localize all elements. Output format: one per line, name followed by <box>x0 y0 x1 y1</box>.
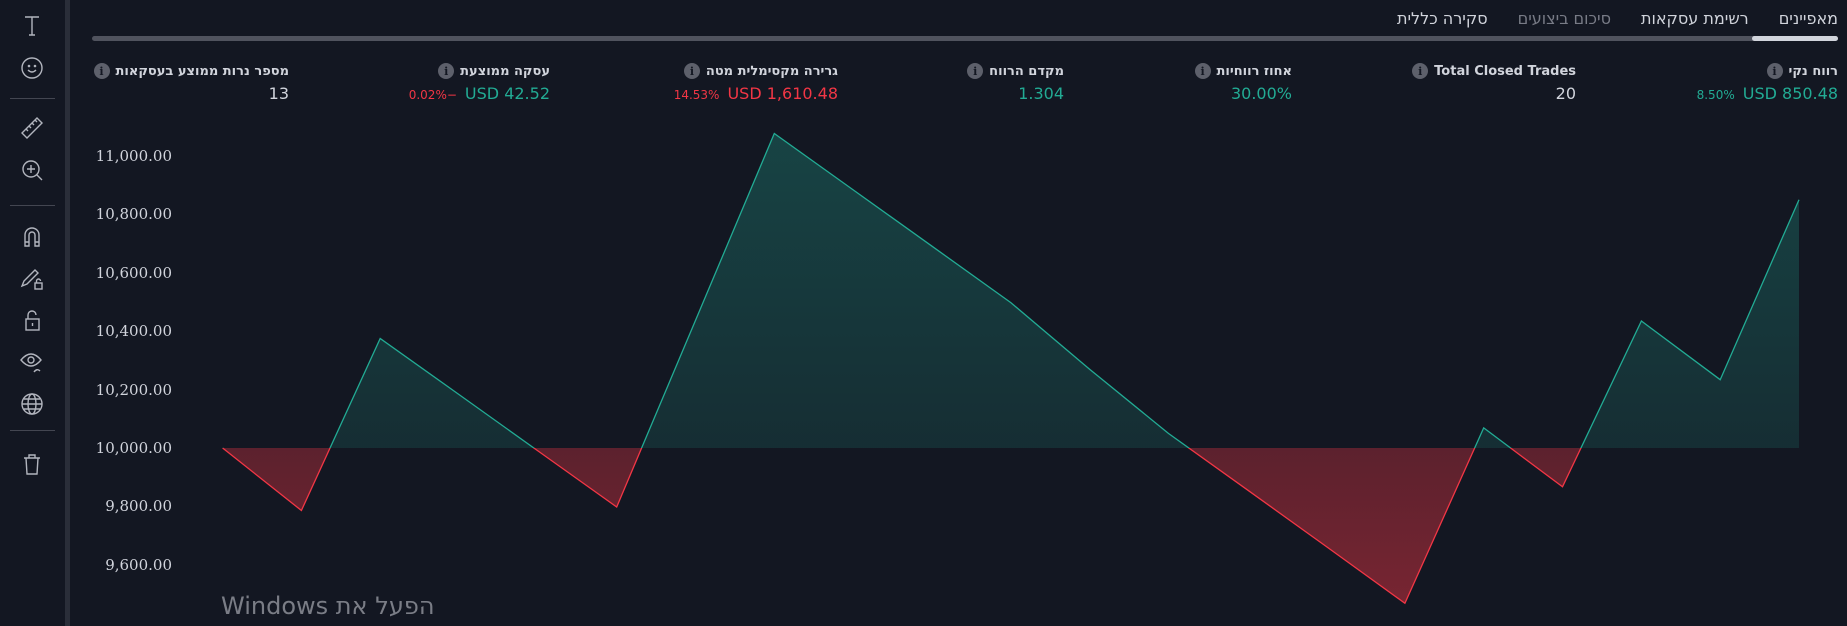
stat-label: עסקה ממוצעת <box>460 63 550 79</box>
tab-trades-list[interactable]: רשימת עסקאות <box>1640 9 1749 28</box>
tab-indicator-bar <box>92 36 1838 41</box>
stat-label: גרירה מקסימלית מטה <box>705 63 838 79</box>
drawing-toolbar <box>0 0 65 626</box>
ruler-icon <box>21 117 43 139</box>
eye-tool-button[interactable] <box>14 344 50 380</box>
y-tick-label: 10,600.00 <box>95 263 172 282</box>
info-icon[interactable]: i <box>683 63 700 79</box>
trash-icon <box>24 454 40 475</box>
zoom-in-icon <box>22 160 43 181</box>
y-tick-label: 9,600.00 <box>105 555 172 574</box>
windows-activation-watermark: הפעל את Windows <box>221 592 435 620</box>
info-icon[interactable]: i <box>438 63 455 79</box>
zoom-in-tool-button[interactable] <box>14 152 50 188</box>
toolbar-splitter[interactable] <box>65 0 70 626</box>
text-icon <box>25 16 39 36</box>
tab-properties[interactable]: מאפיינים <box>1778 9 1838 28</box>
stat-item: מקדם הרווח i 1.304 <box>967 61 1064 103</box>
stat-item: Total Closed Trades i 20 <box>1412 61 1576 103</box>
stat-value: 850.48 USD <box>1742 84 1838 103</box>
info-icon[interactable]: i <box>1194 63 1211 79</box>
info-icon[interactable]: i <box>1766 63 1783 79</box>
positive-area <box>222 133 1799 448</box>
y-tick-label: 10,200.00 <box>95 380 172 399</box>
stat-value: 20 <box>1555 84 1576 103</box>
ruler-tool-button[interactable] <box>14 110 50 146</box>
toolbar-divider <box>10 98 55 99</box>
toolbar-divider <box>10 430 55 431</box>
info-icon[interactable]: i <box>967 63 984 79</box>
stat-value: 1,610.48 USD <box>727 84 838 103</box>
emoji-tool-button[interactable] <box>14 50 50 86</box>
stat-label: Total Closed Trades <box>1434 63 1576 79</box>
negative-area <box>222 448 1799 604</box>
stat-value: 1.304 <box>1018 84 1064 103</box>
magnet-tool-button[interactable] <box>14 218 50 254</box>
globe-tool-button[interactable] <box>14 386 50 422</box>
lock-drawing-icon <box>20 269 43 290</box>
equity-line-positive <box>222 132 1800 448</box>
tab-strip: סקירה כללית סיכום ביצועים רשימת עסקאות מ… <box>1397 4 1838 34</box>
tab-overview[interactable]: סקירה כללית <box>1396 9 1488 28</box>
toolbar-divider <box>10 205 55 206</box>
magnet-icon <box>24 227 40 247</box>
info-icon[interactable]: i <box>1412 63 1429 79</box>
stat-label: מקדם הרווח <box>989 63 1064 79</box>
active-tab-indicator <box>1752 36 1838 41</box>
y-tick-label: 10,800.00 <box>95 205 172 224</box>
stat-label: אחוז רווחיות <box>1216 63 1292 79</box>
stat-label: מספר נרות ממוצע בעסקאות <box>115 63 289 79</box>
text-tool-button[interactable] <box>14 8 50 44</box>
stat-percent: −0.02% <box>408 88 457 102</box>
stat-value: 30.00% <box>1230 84 1292 103</box>
stat-label: רווח נקי <box>1788 63 1839 79</box>
info-icon[interactable]: i <box>93 63 110 79</box>
unlock-icon <box>25 310 40 331</box>
stat-item: עסקה ממוצעת i 42.52 USD −0.02% <box>409 61 550 103</box>
y-tick-label: 10,400.00 <box>95 322 172 341</box>
y-tick-label: 10,000.00 <box>95 439 172 457</box>
unlock-tool-button[interactable] <box>14 302 50 338</box>
stat-value: 42.52 USD <box>464 84 550 103</box>
y-tick-label: 11,000.00 <box>95 147 172 165</box>
stat-value: 13 <box>268 84 289 103</box>
stat-item: אחוז רווחיות i 30.00% <box>1194 61 1292 103</box>
tab-performance-summary[interactable]: סיכום ביצועים <box>1517 9 1611 28</box>
emoji-icon <box>21 57 43 79</box>
stat-percent: 8.50% <box>1696 88 1735 102</box>
y-tick-label: 9,800.00 <box>105 497 172 516</box>
stat-item: מספר נרות ממוצע בעסקאות i 13 <box>93 61 289 103</box>
globe-icon <box>21 393 43 415</box>
lock-drawing-tool-button[interactable] <box>14 260 50 296</box>
eye-icon <box>20 353 42 373</box>
stat-item: גרירה מקסימלית מטה i 1,610.48 USD 14.53% <box>674 61 838 103</box>
trash-tool-button[interactable] <box>14 446 50 482</box>
stat-percent: 14.53% <box>673 88 720 102</box>
stat-item: רווח נקי i 850.48 USD 8.50% <box>1697 61 1838 103</box>
equity-line-negative <box>222 448 1582 605</box>
